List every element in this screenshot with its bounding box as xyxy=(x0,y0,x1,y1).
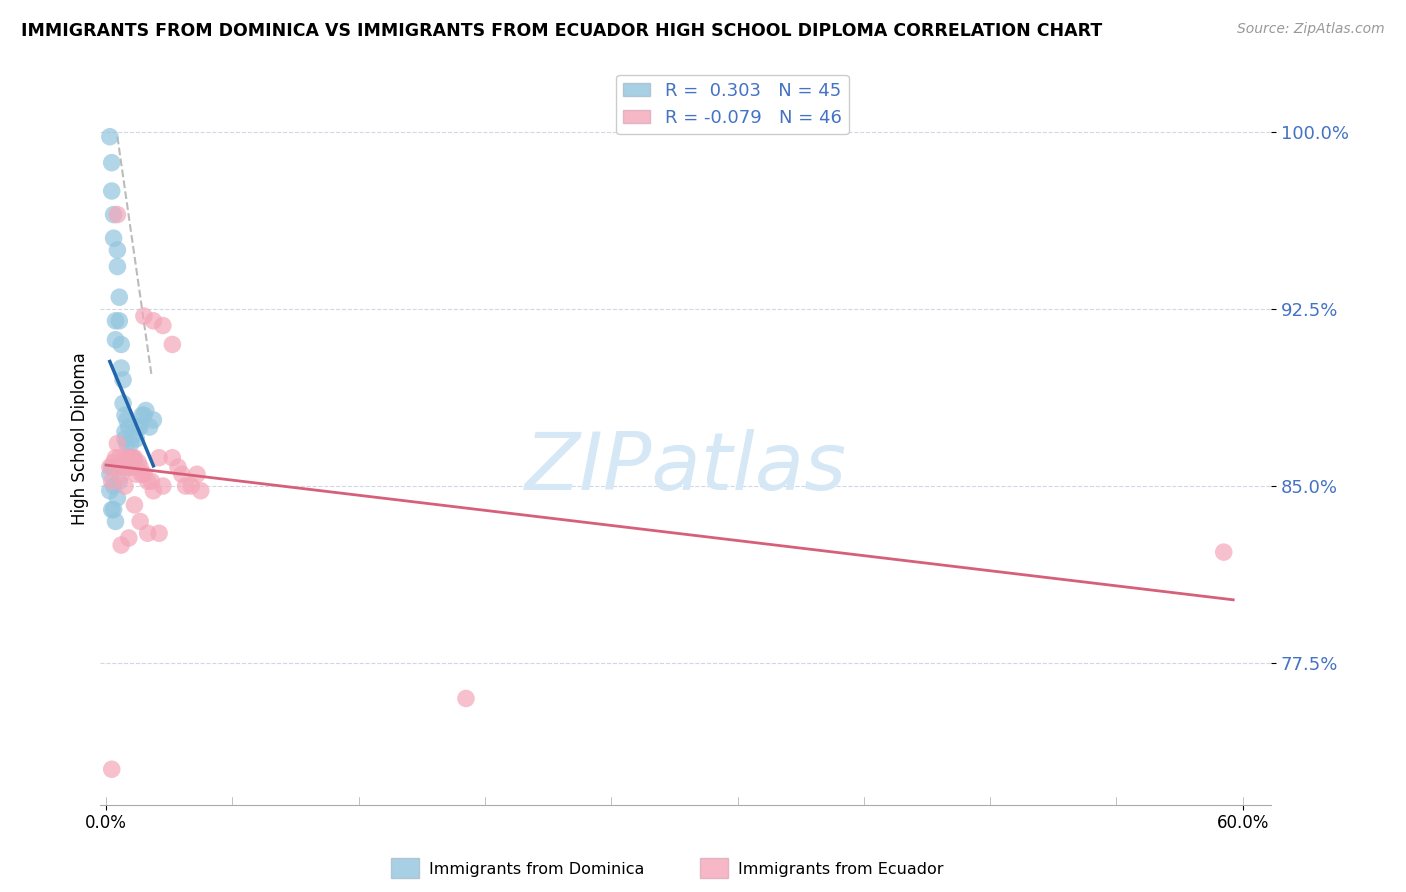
Point xyxy=(142,483,165,498)
Point xyxy=(129,460,152,475)
Point xyxy=(142,413,165,427)
Point xyxy=(105,260,128,274)
Point xyxy=(142,314,165,328)
Point xyxy=(98,460,121,475)
Point xyxy=(124,427,146,442)
Point xyxy=(104,515,127,529)
Point xyxy=(114,479,136,493)
Point xyxy=(1212,545,1234,559)
Point xyxy=(148,450,170,465)
Point xyxy=(124,450,146,465)
Point xyxy=(98,129,121,144)
Point xyxy=(103,208,125,222)
Point xyxy=(125,432,148,446)
Point xyxy=(105,208,128,222)
Text: Immigrants from Dominica: Immigrants from Dominica xyxy=(429,863,644,877)
Point xyxy=(136,526,159,541)
Point xyxy=(118,420,141,434)
Point xyxy=(186,467,208,482)
Point xyxy=(100,762,122,776)
Point xyxy=(120,460,142,475)
Point xyxy=(110,538,132,552)
Point xyxy=(110,361,132,376)
Point xyxy=(115,413,138,427)
Point xyxy=(162,450,184,465)
Point xyxy=(112,373,135,387)
Text: Immigrants from Ecuador: Immigrants from Ecuador xyxy=(738,863,943,877)
Point xyxy=(98,483,121,498)
Text: IMMIGRANTS FROM DOMINICA VS IMMIGRANTS FROM ECUADOR HIGH SCHOOL DIPLOMA CORRELAT: IMMIGRANTS FROM DOMINICA VS IMMIGRANTS F… xyxy=(21,22,1102,40)
Point xyxy=(124,498,146,512)
Point xyxy=(170,467,193,482)
Point xyxy=(115,460,138,475)
Point xyxy=(132,467,155,482)
Point xyxy=(115,436,138,450)
Point xyxy=(98,467,121,482)
Point xyxy=(114,425,136,439)
Point xyxy=(100,155,122,169)
Point xyxy=(125,467,148,482)
Point xyxy=(174,479,197,493)
Point xyxy=(118,450,141,465)
Point xyxy=(120,436,142,450)
Point xyxy=(100,502,122,516)
Point xyxy=(124,455,146,469)
Point xyxy=(103,455,125,469)
Point xyxy=(127,420,149,434)
Point xyxy=(141,475,163,489)
Point xyxy=(103,231,125,245)
Point xyxy=(454,691,477,706)
Point xyxy=(131,467,153,482)
Point xyxy=(110,337,132,351)
Point xyxy=(112,396,135,410)
Point xyxy=(114,408,136,422)
Point xyxy=(135,403,157,417)
Point xyxy=(152,479,174,493)
Point xyxy=(121,450,143,465)
Point xyxy=(105,436,128,450)
Point xyxy=(131,408,153,422)
Point xyxy=(132,408,155,422)
Point xyxy=(104,314,127,328)
Point xyxy=(138,420,160,434)
Point xyxy=(108,290,131,304)
Point xyxy=(129,515,152,529)
Point xyxy=(136,475,159,489)
Point xyxy=(148,526,170,541)
Point xyxy=(112,460,135,475)
Point xyxy=(114,432,136,446)
Point xyxy=(108,314,131,328)
Point xyxy=(108,450,131,465)
Point xyxy=(104,460,127,475)
Point xyxy=(127,455,149,469)
Point xyxy=(108,475,131,489)
Point xyxy=(120,460,142,475)
Point xyxy=(100,184,122,198)
Point xyxy=(132,309,155,323)
Point xyxy=(129,420,152,434)
Y-axis label: High School Diploma: High School Diploma xyxy=(72,352,89,525)
Point xyxy=(167,460,190,475)
Point xyxy=(110,467,132,482)
Point xyxy=(152,318,174,333)
Point xyxy=(103,502,125,516)
Point xyxy=(105,491,128,505)
Point xyxy=(121,450,143,465)
Point xyxy=(118,450,141,465)
Point xyxy=(162,337,184,351)
Point xyxy=(100,475,122,489)
Point xyxy=(104,450,127,465)
Point xyxy=(114,450,136,465)
Point xyxy=(105,243,128,257)
Point xyxy=(190,483,212,498)
Point xyxy=(104,333,127,347)
Text: Source: ZipAtlas.com: Source: ZipAtlas.com xyxy=(1237,22,1385,37)
Point xyxy=(103,479,125,493)
Point xyxy=(100,460,122,475)
Text: ZIPatlas: ZIPatlas xyxy=(524,429,846,507)
Point xyxy=(118,531,141,545)
Legend: R =  0.303   N = 45, R = -0.079   N = 46: R = 0.303 N = 45, R = -0.079 N = 46 xyxy=(616,75,849,134)
Point xyxy=(180,479,202,493)
